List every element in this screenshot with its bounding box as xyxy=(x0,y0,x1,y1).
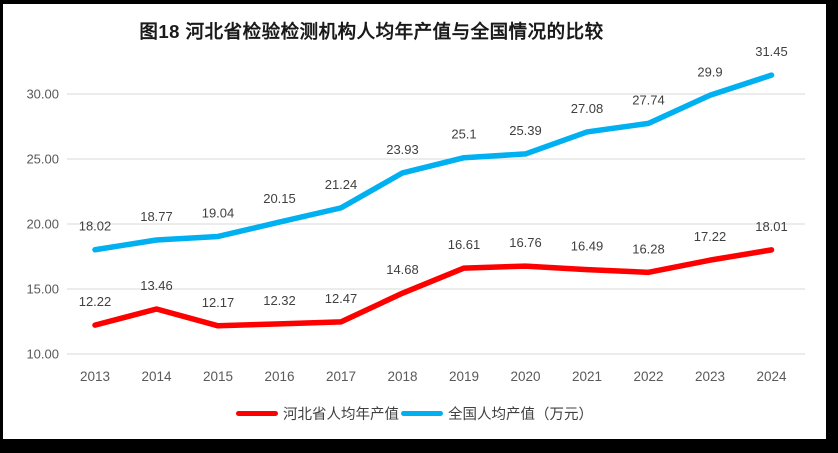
data-label-series-0: 12.17 xyxy=(202,295,235,310)
data-label-series-0: 16.28 xyxy=(632,241,665,256)
x-axis-tick-label: 2019 xyxy=(449,369,479,384)
legend-label-1: 全国人均产值（万元） xyxy=(448,407,593,423)
data-label-series-1: 21.24 xyxy=(325,177,358,192)
y-axis-tick-label: 25.00 xyxy=(26,152,59,167)
chart-canvas: 图18 河北省检验检测机构人均年产值与全国情况的比较 10.00 15.00 20.… xyxy=(3,4,826,439)
data-label-series-1: 27.74 xyxy=(632,92,665,107)
series-line-1 xyxy=(92,72,775,253)
series-line-0 xyxy=(92,247,775,329)
y-axis-tick-label: 20.00 xyxy=(26,217,59,232)
data-label-series-1: 29.9 xyxy=(697,64,722,79)
y-axis-tick-label: 30.00 xyxy=(26,87,59,102)
data-label-series-0: 12.22 xyxy=(79,294,112,309)
data-label-series-0: 12.47 xyxy=(325,291,358,306)
x-axis-tick-label: 2014 xyxy=(141,369,172,384)
data-label-series-0: 16.61 xyxy=(448,237,481,252)
data-label-series-1: 25.1 xyxy=(451,127,476,142)
data-label-series-1: 18.77 xyxy=(140,209,173,224)
x-axis-tick-label: 2016 xyxy=(264,369,294,384)
data-label-series-1: 25.39 xyxy=(509,123,542,138)
chart-plot-area: 10.00 15.00 20.00 25.00 30.00 2013 2014 2015 201… xyxy=(26,44,805,384)
legend-label-0: 河北省人均年产值 xyxy=(283,407,399,423)
data-label-series-1: 19.04 xyxy=(202,205,235,220)
data-label-series-1: 20.15 xyxy=(263,191,296,206)
x-axis-tick-label: 2018 xyxy=(387,369,417,384)
x-axis-tick-label: 2013 xyxy=(80,369,110,384)
x-axis-tick-label: 2017 xyxy=(326,369,356,384)
x-axis-tick-label: 2022 xyxy=(633,369,663,384)
data-label-series-0: 13.46 xyxy=(140,278,173,293)
chart-title: 图18 河北省检验检测机构人均年产值与全国情况的比较 xyxy=(139,21,604,42)
chart-legend: 河北省人均年产值 全国人均产值（万元） xyxy=(3,403,826,424)
data-label-series-1: 18.02 xyxy=(79,219,112,234)
data-label-series-0: 16.76 xyxy=(509,235,542,250)
data-label-series-1: 27.08 xyxy=(571,101,604,116)
legend-swatch-0 xyxy=(236,410,278,417)
y-axis-tick-label: 10.00 xyxy=(26,347,59,362)
data-label-series-0: 12.32 xyxy=(263,293,296,308)
data-label-series-1: 23.93 xyxy=(386,142,419,157)
y-axis-tick-label: 15.00 xyxy=(26,282,59,297)
x-axis-tick-label: 2023 xyxy=(695,369,725,384)
data-label-series-0: 18.01 xyxy=(755,219,788,234)
data-label-series-0: 16.49 xyxy=(571,239,604,254)
data-label-series-0: 17.22 xyxy=(694,229,727,244)
legend-swatch-1 xyxy=(401,410,443,417)
x-axis-tick-label: 2021 xyxy=(572,369,602,384)
x-axis-tick-label: 2020 xyxy=(510,369,540,384)
x-axis-tick-label: 2024 xyxy=(756,369,787,384)
data-label-series-0: 14.68 xyxy=(386,262,419,277)
legend-item-0: 河北省人均年产值 xyxy=(236,403,399,424)
data-label-series-1: 31.45 xyxy=(755,44,788,59)
legend-item-1: 全国人均产值（万元） xyxy=(401,403,593,424)
x-axis-tick-label: 2015 xyxy=(203,369,233,384)
